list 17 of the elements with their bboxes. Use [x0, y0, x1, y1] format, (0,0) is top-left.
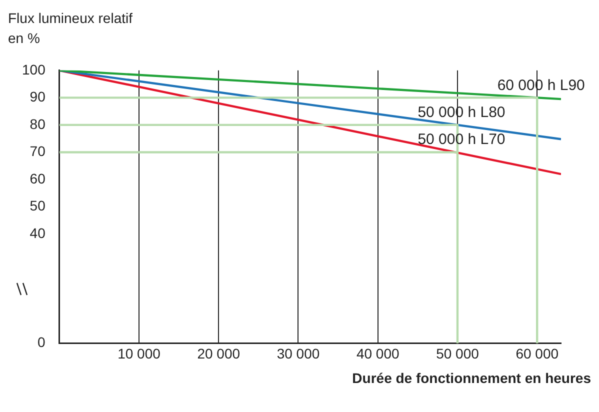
y-tick-label: 0	[38, 334, 46, 350]
y-tick-label: 100	[22, 61, 46, 78]
y-tick-label: 70	[30, 143, 46, 160]
series-label: 50 000 h L70	[418, 131, 506, 148]
x-axis-title: Durée de fonctionnement en heures	[351, 370, 591, 386]
y-tick-label: 40	[30, 224, 46, 241]
x-tick-label: 60 000	[516, 345, 559, 362]
y-axis-title: Flux lumineux relatif en %	[8, 9, 134, 48]
x-tick-label: 20 000	[197, 345, 240, 362]
x-tick-label: 40 000	[356, 345, 400, 362]
y-tick-label: 60	[30, 170, 46, 186]
y-tick-label: 90	[30, 88, 46, 105]
x-tick-label: 50 000	[436, 345, 480, 362]
x-tick-label: 10 000	[118, 345, 161, 362]
y-tick-label: 80	[30, 116, 46, 132]
y-tick-label: 50	[30, 198, 46, 214]
x-tick-label: 30 000	[276, 345, 320, 362]
